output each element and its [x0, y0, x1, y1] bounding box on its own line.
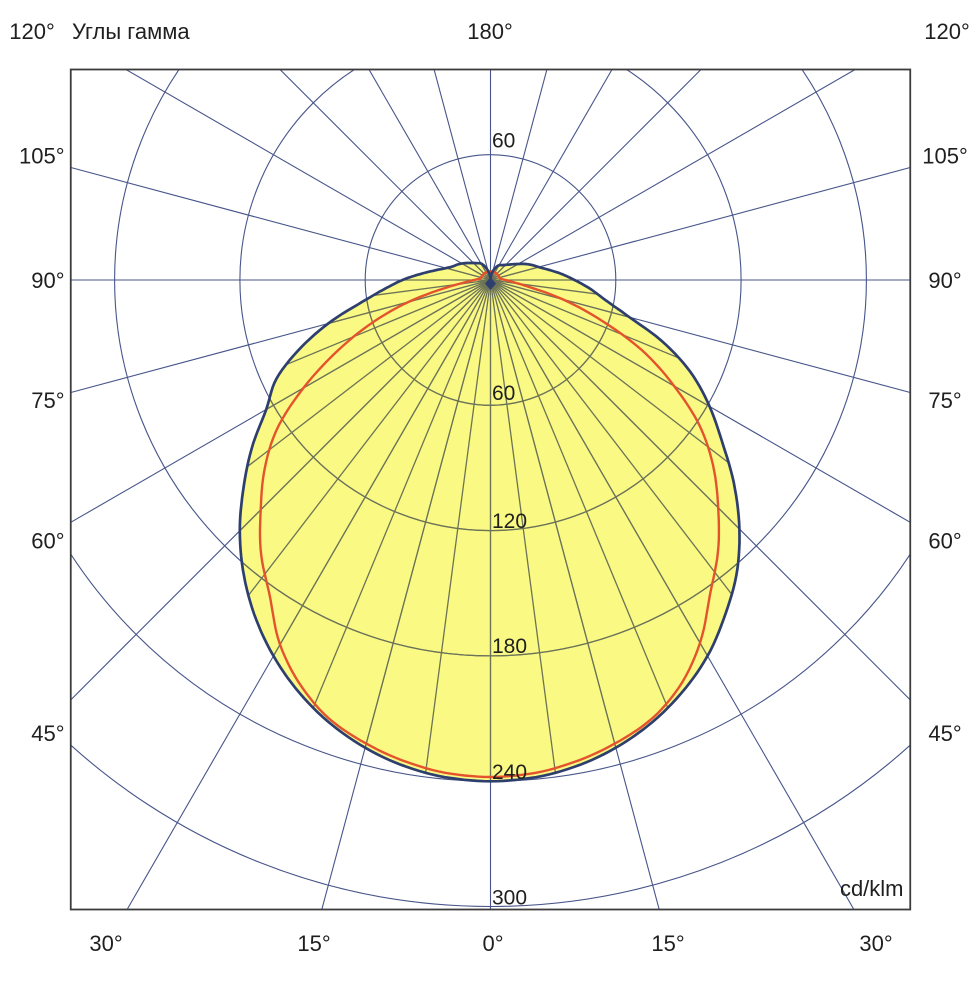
svg-text:90°: 90°	[31, 268, 64, 293]
svg-text:120°: 120°	[9, 19, 55, 44]
svg-text:180: 180	[492, 635, 527, 658]
svg-text:90°: 90°	[928, 268, 961, 293]
svg-text:300: 300	[492, 887, 527, 910]
svg-text:180°: 180°	[467, 19, 513, 44]
svg-text:15°: 15°	[651, 931, 684, 956]
svg-text:60°: 60°	[31, 529, 64, 554]
svg-text:45°: 45°	[31, 721, 64, 746]
svg-text:60: 60	[492, 382, 515, 405]
svg-text:240: 240	[492, 761, 527, 784]
svg-text:45°: 45°	[928, 721, 961, 746]
svg-text:120: 120	[492, 510, 527, 533]
svg-text:60°: 60°	[928, 529, 961, 554]
svg-text:75°: 75°	[31, 388, 64, 413]
svg-text:15°: 15°	[297, 931, 330, 956]
svg-text:30°: 30°	[859, 931, 892, 956]
svg-text:Углы гамма: Углы гамма	[72, 19, 190, 44]
svg-text:105°: 105°	[19, 144, 65, 169]
svg-text:0°: 0°	[482, 931, 503, 956]
svg-text:120°: 120°	[924, 19, 970, 44]
svg-text:cd/klm: cd/klm	[840, 876, 904, 901]
svg-text:60: 60	[492, 130, 515, 153]
svg-text:105°: 105°	[922, 144, 968, 169]
svg-text:75°: 75°	[928, 388, 961, 413]
svg-text:30°: 30°	[89, 931, 122, 956]
